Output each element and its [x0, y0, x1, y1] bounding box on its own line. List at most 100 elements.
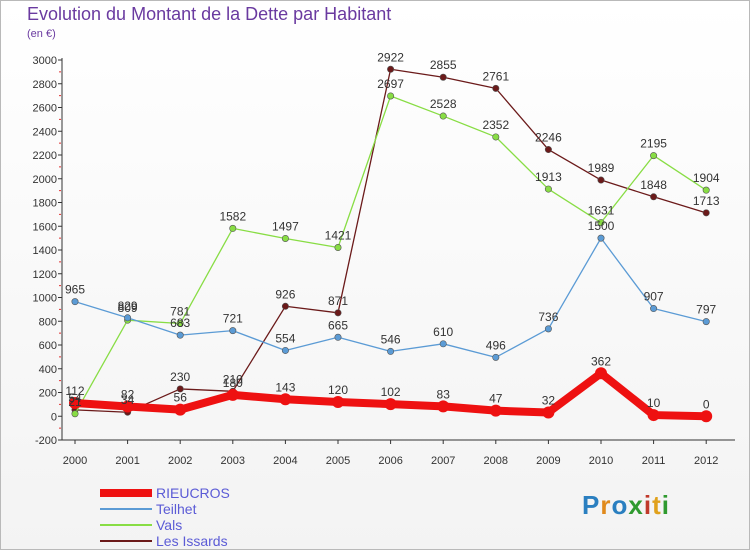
data-label-vals: 1582	[219, 209, 246, 223]
data-label-rieucros: 32	[542, 393, 556, 407]
point-les-issards	[597, 176, 605, 184]
data-label-vals: 1421	[325, 229, 352, 243]
y-tick-label: 2200	[33, 150, 57, 162]
point-teilhet	[124, 314, 132, 322]
point-teilhet	[439, 340, 447, 348]
data-label-teilhet: 907	[644, 290, 664, 304]
y-tick-label: 1400	[33, 245, 57, 257]
legend-swatch	[100, 508, 152, 510]
data-label-vals: 1631	[588, 204, 615, 218]
data-label-les-issards: 926	[275, 287, 295, 301]
data-label-teilhet: 965	[65, 283, 85, 297]
point-vals	[544, 185, 552, 193]
x-tick-label: 2010	[589, 455, 613, 467]
y-tick-label: 600	[39, 340, 57, 352]
x-tick-label: 2004	[273, 455, 297, 467]
point-teilhet	[281, 346, 289, 354]
point-teilhet	[492, 353, 500, 361]
point-les-issards	[492, 84, 500, 92]
point-vals	[229, 224, 237, 232]
legend-label: Teilhet	[156, 501, 197, 517]
logo-letter: P	[582, 490, 601, 520]
data-label-rieucros: 112	[65, 384, 84, 398]
point-teilhet	[229, 327, 237, 335]
data-label-vals: 1904	[693, 171, 720, 185]
point-vals	[439, 112, 447, 120]
data-label-teilhet: 829	[118, 299, 138, 313]
data-label-teilhet: 546	[381, 332, 401, 346]
data-label-teilhet: 721	[223, 312, 243, 326]
point-teilhet	[387, 347, 395, 355]
x-tick-label: 2012	[694, 455, 718, 467]
point-teilhet	[597, 234, 605, 242]
logo-letter: x	[628, 490, 644, 520]
legend-label: RIEUCROS	[156, 485, 230, 501]
point-teilhet	[334, 333, 342, 341]
data-label-vals: 1497	[272, 219, 299, 233]
chart-title: Evolution du Montant de la Dette par Hab…	[27, 4, 392, 24]
point-rieucros	[437, 400, 450, 413]
data-label-les-issards: 1848	[640, 178, 667, 192]
data-label-rieucros: 143	[275, 380, 295, 394]
point-rieucros	[647, 409, 660, 422]
y-tick-label: 400	[39, 364, 57, 376]
x-tick-label: 2001	[115, 455, 139, 467]
point-vals	[702, 186, 710, 194]
point-vals	[650, 152, 658, 160]
data-label-les-issards: 2246	[535, 131, 562, 145]
logo-letter: t	[652, 490, 662, 520]
point-rieucros	[595, 367, 607, 380]
point-vals	[176, 320, 184, 328]
axes: -200020040060080010001200140016001800200…	[33, 55, 735, 467]
data-label-vals: 2528	[430, 97, 457, 111]
point-rieucros	[332, 396, 344, 408]
data-label-vals: 781	[170, 305, 190, 319]
point-vals	[281, 234, 289, 242]
point-rieucros	[279, 393, 292, 406]
point-les-issards	[176, 385, 184, 393]
point-teilhet	[176, 331, 184, 339]
data-label-les-issards: 2922	[377, 50, 404, 64]
y-tick-label: 3000	[33, 55, 57, 67]
data-label-teilhet: 610	[433, 325, 453, 339]
data-label-les-issards: 2855	[430, 58, 457, 72]
data-label-vals: 21	[68, 395, 82, 409]
data-label-rieucros: 0	[703, 397, 710, 411]
data-label-les-issards: 1989	[588, 161, 615, 175]
y-tick-label: 2400	[33, 126, 57, 138]
point-rieucros	[174, 403, 187, 416]
legend-swatch	[100, 540, 152, 542]
point-rieucros	[700, 410, 713, 423]
data-label-rieucros: 180	[223, 376, 243, 390]
point-les-issards	[281, 302, 289, 310]
data-label-teilhet: 1500	[588, 219, 615, 233]
y-tick-label: 200	[39, 388, 57, 400]
data-label-teilhet: 554	[275, 331, 295, 345]
point-les-issards	[439, 73, 447, 81]
data-label-les-issards: 2761	[482, 69, 509, 83]
logo-letter: i	[661, 490, 670, 520]
proxiti-logo: Proxiti	[582, 490, 670, 521]
point-vals	[492, 133, 500, 141]
point-rieucros	[121, 400, 134, 413]
y-tick-label: 800	[39, 316, 57, 328]
data-label-vals: 2697	[377, 77, 404, 91]
data-label-rieucros: 102	[381, 385, 401, 399]
x-tick-label: 2003	[221, 455, 245, 467]
data-label-vals: 2195	[640, 137, 667, 151]
data-label-teilhet: 736	[538, 310, 558, 324]
y-tick-label: 2600	[33, 103, 57, 115]
y-tick-label: 1600	[33, 221, 57, 233]
data-label-rieucros: 83	[437, 387, 451, 401]
data-label-rieucros: 120	[328, 383, 348, 397]
data-label-les-issards: 54	[68, 391, 82, 405]
unit-label: (en €)	[27, 28, 56, 40]
data-label-teilhet: 496	[486, 338, 506, 352]
point-rieucros	[69, 396, 81, 409]
data-label-les-issards: 871	[328, 294, 348, 308]
point-vals	[334, 244, 342, 252]
data-label-vals: 809	[118, 301, 138, 315]
